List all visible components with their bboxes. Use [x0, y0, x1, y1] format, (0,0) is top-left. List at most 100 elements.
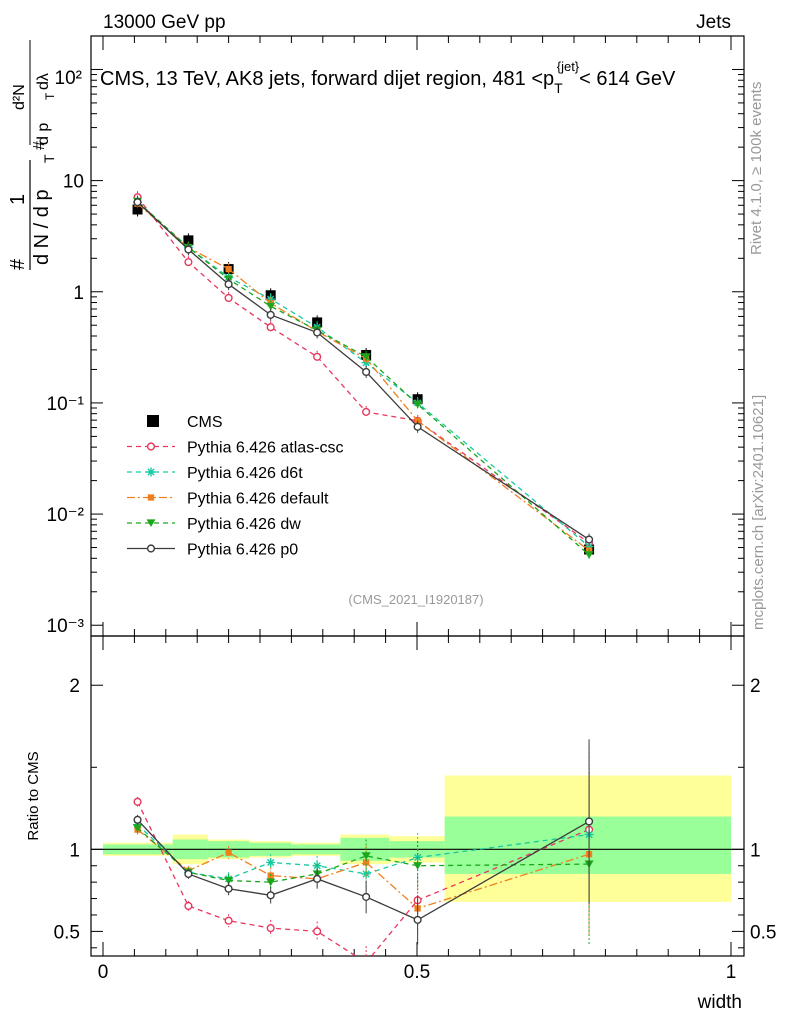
- ratio-line: [137, 829, 590, 910]
- series-point: [313, 328, 322, 337]
- y-label-hash: #: [7, 258, 29, 270]
- ratio-y-tick-label: 0.5: [54, 922, 80, 943]
- series-line: [137, 200, 590, 556]
- ratio-point: [363, 959, 370, 966]
- series-point: [413, 400, 423, 409]
- series-point: [413, 422, 422, 431]
- title-tail: < 614 GeV: [579, 68, 676, 90]
- y-label-d2n: d²N: [11, 84, 28, 110]
- ratio-point: [225, 849, 232, 856]
- ratio-point: [313, 927, 322, 936]
- series-point: [266, 323, 275, 332]
- ratio-line: [137, 819, 590, 921]
- ratio-series: [133, 739, 594, 966]
- ratio-point: [224, 884, 233, 893]
- ratio-line: [136, 801, 590, 956]
- x-axis-label: width: [697, 992, 742, 1013]
- ratio-y-tick-label: 2: [69, 676, 80, 697]
- main-series: [132, 191, 595, 561]
- x-tick-labels: 0 0.5 1: [98, 962, 737, 983]
- title-sup: {jet}: [557, 59, 580, 74]
- ratio-point: [224, 916, 233, 925]
- ratio-point: [361, 852, 371, 860]
- x-tick-label: 1: [726, 962, 737, 983]
- legend-marker: [146, 519, 156, 528]
- series-line: [137, 201, 590, 541]
- axis-ticks: [91, 35, 744, 956]
- x-tick-label: 0: [98, 962, 109, 983]
- ratio-point: [266, 878, 276, 887]
- legend-label: Pythia 6.426 default: [187, 491, 329, 508]
- legend-marker: [146, 442, 156, 451]
- legend-label: Pythia 6.426 dw: [187, 516, 301, 533]
- series-point: [224, 293, 233, 303]
- legend-label: Pythia 6.426 d6t: [187, 465, 303, 482]
- ratio-point: [361, 869, 371, 879]
- legend-label: Pythia 6.426 atlas-csc: [187, 440, 344, 457]
- ratio-y-tick-label-right: 0.5: [750, 922, 776, 943]
- legend-marker: [147, 494, 155, 501]
- ratio-point: [266, 857, 276, 867]
- legend-label: Pythia 6.426 p0: [187, 542, 298, 559]
- series-point: [361, 358, 371, 368]
- ratio-y-tick-label: 1: [69, 840, 80, 861]
- ratio-y-axis-label: Ratio to CMS: [25, 751, 42, 840]
- y-label-t-sub: T: [41, 154, 57, 163]
- ratio-point: [362, 892, 371, 901]
- series-point: [184, 257, 193, 267]
- header-right: Jets: [696, 12, 731, 33]
- ratio-line: [137, 827, 590, 883]
- series-point: [584, 551, 594, 559]
- series-point: [361, 353, 371, 361]
- x-tick-label: 0.5: [404, 962, 430, 983]
- series-point: [584, 542, 594, 552]
- legend-marker: [146, 467, 156, 477]
- y-label-dpt: d p: [35, 123, 52, 145]
- main-y-tick-label: 10²: [55, 68, 82, 89]
- y-label-den: d N / d p: [31, 189, 53, 265]
- ratio-point: [362, 859, 370, 866]
- chart-title: CMS, 13 TeV, AK8 jets, forward dijet reg…: [100, 59, 676, 96]
- ratio-point: [184, 869, 193, 879]
- y-label-hash2: #: [31, 141, 48, 150]
- analysis-watermark: (CMS_2021_I1920187): [348, 592, 483, 607]
- series-point: [584, 535, 594, 544]
- y-label-t-sub-2: T: [43, 92, 57, 100]
- main-y-tick-label: 1: [73, 283, 84, 304]
- ratio-y-tick-label-right: 1: [750, 840, 761, 861]
- series-point: [225, 265, 232, 273]
- rivet-label: Rivet 4.1.0, ≥ 100k events: [748, 82, 765, 255]
- series-point: [362, 367, 371, 377]
- legend-marker-cms: [147, 415, 159, 427]
- legend-label-cms: CMS: [187, 414, 223, 431]
- ratio-point: [413, 862, 423, 870]
- main-y-tick-label: 10⁻¹: [47, 394, 85, 415]
- ratio-point: [133, 824, 143, 833]
- cms-data-point: [132, 204, 143, 215]
- series-line: [137, 203, 590, 552]
- mcplots-label: mcplots.cern.ch [arXiv:2401.10621]: [750, 395, 767, 630]
- main-y-tick-label: 10: [63, 172, 84, 193]
- series-point: [266, 302, 276, 311]
- series-point: [224, 280, 233, 289]
- cms-data-point: [183, 235, 194, 246]
- series-line: [137, 196, 590, 544]
- ratio-y-tick-labels: 0.5 1 2 0.5 1 2: [54, 676, 777, 943]
- ratio-point: [224, 876, 234, 885]
- series-point: [133, 198, 142, 207]
- ratio-point: [133, 815, 142, 824]
- main-y-tick-label: 10⁻²: [47, 505, 85, 526]
- y-label-dlam: dλ: [35, 73, 52, 90]
- ratio-point: [313, 874, 322, 883]
- ratio-y-tick-label-right: 2: [750, 676, 761, 697]
- ratio-point: [184, 901, 193, 911]
- main-y-axis-label: # 1 d N / d p T # d²N d p T dλ: [7, 40, 57, 270]
- main-y-tick-labels: 10⁻³ 10⁻² 10⁻¹ 1 10: [47, 172, 85, 638]
- series-point: [184, 245, 193, 254]
- y-label-num: 1: [7, 194, 29, 205]
- series-point: [313, 352, 322, 361]
- ratio-point: [584, 817, 594, 826]
- series-point: [362, 407, 371, 416]
- ratio-point: [413, 915, 422, 924]
